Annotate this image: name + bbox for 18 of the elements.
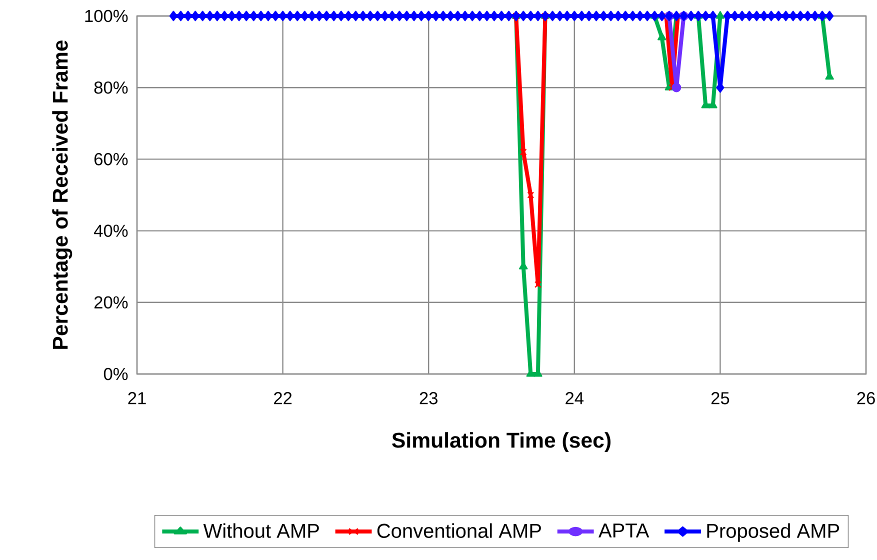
y-axis-title: Percentage of Received Frame [52,40,72,349]
y-tick-label: 20% [94,296,128,309]
x-tick-label: 25 [711,392,730,404]
legend-label: APTA [598,524,650,538]
x-tick-label: 26 [857,392,875,404]
x-tick-label: 21 [128,392,146,404]
legend-label: Without AMP [203,523,319,538]
y-tick-label: 80% [94,81,128,94]
y-tick-label: 100% [85,10,128,22]
x-tick-label: 22 [274,392,292,404]
x-tick-label: 24 [566,392,584,404]
y-tick-label: 40% [94,224,128,237]
x-tick-label: 23 [420,392,438,404]
legend-label: Conventional AMP [377,523,541,538]
y-tick-label: 0% [104,368,128,380]
y-tick-label: 60% [94,153,128,166]
x-axis-title: Simulation Time (sec) [392,432,610,452]
legend-label: Proposed AMP [707,523,840,542]
